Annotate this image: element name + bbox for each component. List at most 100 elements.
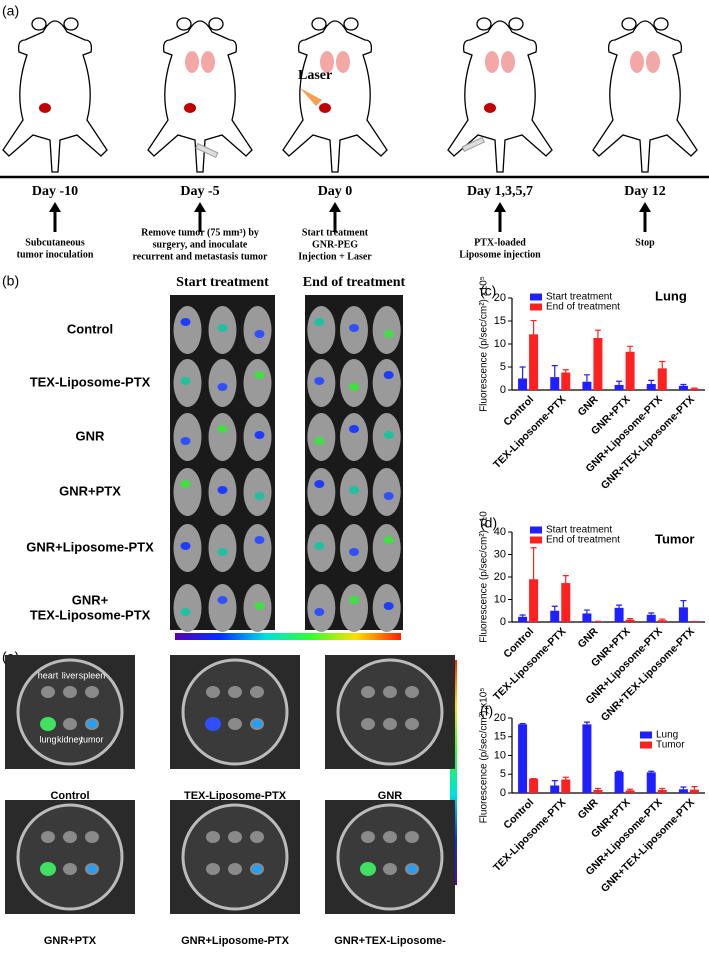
y-tick-label: 30 [494,548,506,560]
mouse-outline [592,20,698,173]
ear [31,17,47,31]
organ [228,686,242,698]
signal [349,596,359,604]
error-bar [594,787,601,790]
caption: tumor inoculation [17,249,94,260]
caption: Subcutaneous [25,237,85,248]
bar [582,613,592,622]
organ [206,863,220,875]
organ [250,831,264,843]
signal [383,431,394,439]
error-bar [594,329,601,339]
signal [40,717,56,731]
signal [254,492,265,500]
annotation: Lung [655,288,687,303]
annotation: Tumor [655,531,694,546]
ear [311,17,327,31]
error-bar [583,721,590,725]
organ [85,831,99,843]
y-tick-label: 0 [500,616,506,628]
caption: GNR-PEG [312,239,358,250]
group-label: GNR+Liposome-PTX [181,935,290,947]
organ [228,863,242,875]
caption: recurrent and metastasis tumor [133,251,268,262]
lung [320,51,334,73]
panel-label: (a) [2,3,19,19]
tumor [184,103,196,113]
bar [625,351,635,390]
error-bar [551,780,558,786]
bar [518,378,528,390]
laser-beam [300,88,322,106]
y-tick-label: 20 [494,292,506,304]
arrow-head [329,202,341,212]
error-bar [562,776,569,780]
organ [85,686,99,698]
signal [383,536,394,544]
petri-dish [16,658,124,766]
signal [407,865,417,873]
bar [550,785,560,793]
organ [383,863,397,875]
organ [361,831,375,843]
error-bar [519,366,526,379]
day-label: Day -5 [180,184,219,199]
organ-label: heart [38,670,59,680]
row-label: GNR+Liposome-PTX [26,539,154,554]
error-bar [659,360,666,369]
y-axis-label: Fluorescence (p/sec/cm²) x10⁵ [479,688,490,824]
signal [349,324,359,332]
row-label: Control [67,321,113,336]
organ [63,831,77,843]
signal [314,437,325,445]
legend-label: Tumor [656,740,685,751]
mouse-image [173,413,202,461]
error-bar [583,609,590,614]
mouse-image [173,306,202,354]
petri-dish [336,803,444,911]
y-tick-label: 5 [500,361,506,373]
row-label: GNR+ [72,592,109,607]
mouse-drawing [447,17,553,173]
caption: surgery, and inoculate [153,239,248,250]
column-heading: End of treatment [303,275,406,290]
signal [383,371,394,379]
signal [217,383,228,391]
legend-swatch [640,731,652,739]
petri-dish [16,803,124,911]
bar [582,381,592,390]
caption: Start treatment [302,227,369,238]
bar [561,372,571,390]
error-bar [616,380,623,385]
signal [349,486,359,494]
bar [678,607,688,622]
organ [405,831,419,843]
organ [405,718,419,730]
y-axis-label: Fluorescence (p/sec/cm²) x10⁵ [479,276,490,412]
mouse-drawing [2,17,108,173]
signal [87,865,97,873]
column-heading: Start treatment [176,275,269,290]
error-bar [562,369,569,373]
error-bar [648,612,655,615]
bar [550,377,560,390]
mouse-image [372,306,401,354]
signal [314,318,325,326]
y-tick-label: 0 [500,787,506,799]
error-bar [551,605,558,611]
tumor [39,103,51,113]
day-label: Day 0 [318,184,353,199]
mouse-image [173,584,202,632]
group-label: TEX-Liposome-PTX [184,790,287,802]
legend-swatch [530,536,542,544]
organ-label: tumor [80,734,103,744]
petri-dish [336,658,444,766]
bar [689,388,699,390]
mouse-image [340,584,368,632]
row-label: GNR+PTX [59,483,121,498]
organ [63,686,77,698]
organ-label: liver [62,670,79,680]
legend-swatch [530,293,542,301]
mouse-image [372,359,401,407]
error-bar [616,604,623,608]
